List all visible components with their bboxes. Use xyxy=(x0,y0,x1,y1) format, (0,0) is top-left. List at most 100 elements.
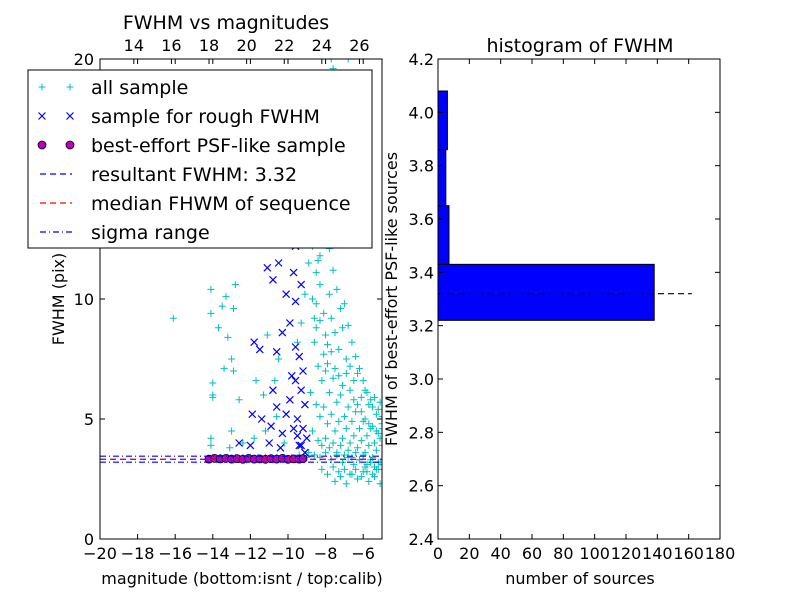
data-point xyxy=(335,417,343,425)
data-point xyxy=(276,443,285,452)
data-point xyxy=(235,439,244,447)
data-point xyxy=(344,321,352,329)
data-point xyxy=(350,396,358,404)
legend-entry: sigma range xyxy=(40,222,210,244)
data-point xyxy=(331,427,339,435)
legend-marker xyxy=(38,112,46,120)
histogram-bar xyxy=(437,90,448,151)
legend-marker xyxy=(66,83,74,91)
data-point xyxy=(327,59,335,63)
data-point xyxy=(278,328,287,337)
x-tick-label: −6 xyxy=(351,544,375,563)
data-point xyxy=(229,305,237,313)
data-point xyxy=(209,379,217,387)
data-point xyxy=(255,345,264,354)
data-point xyxy=(310,314,318,322)
scatter-title: FWHM vs magnitudes xyxy=(123,12,329,34)
legend-marker xyxy=(37,140,47,150)
data-point xyxy=(271,377,279,385)
data-point xyxy=(327,314,335,322)
y-tick-label: 0 xyxy=(84,530,94,549)
legend-marker xyxy=(66,112,74,120)
data-point xyxy=(307,389,315,397)
data-point xyxy=(312,401,320,409)
data-point xyxy=(331,365,339,373)
data-point xyxy=(295,441,304,450)
data-point xyxy=(331,329,339,337)
data-point xyxy=(376,434,382,442)
data-point xyxy=(289,268,298,277)
data-point xyxy=(301,290,309,298)
data-point xyxy=(269,275,277,284)
data-point xyxy=(357,473,365,481)
legend-entry: median FHWM of sequence xyxy=(40,193,351,215)
data-point xyxy=(320,350,328,358)
data-point xyxy=(261,427,269,435)
legend-box xyxy=(27,69,373,249)
data-point xyxy=(333,398,341,406)
data-point xyxy=(314,437,322,445)
data-point xyxy=(235,396,243,404)
data-point xyxy=(325,389,333,397)
top-tick-label: 16 xyxy=(161,36,181,55)
data-point xyxy=(361,415,369,423)
data-point xyxy=(299,424,307,433)
data-point xyxy=(298,454,308,464)
data-point xyxy=(363,432,371,440)
data-point xyxy=(354,475,362,483)
x-tick-label: −12 xyxy=(234,544,268,563)
x-tick-label: 40 xyxy=(490,544,510,563)
data-point xyxy=(282,290,291,299)
data-point xyxy=(322,367,330,375)
data-point xyxy=(224,333,232,341)
data-point xyxy=(231,281,239,289)
y-tick-label: 3.4 xyxy=(409,263,434,282)
data-point xyxy=(316,453,324,461)
data-point xyxy=(300,400,309,409)
data-point xyxy=(365,477,373,485)
x-tick-label: −8 xyxy=(314,544,338,563)
data-point xyxy=(297,319,305,327)
data-point xyxy=(372,446,380,454)
data-point xyxy=(252,377,260,385)
data-point xyxy=(355,425,363,433)
data-point xyxy=(350,432,358,440)
x-tick-label: −18 xyxy=(121,544,155,563)
data-point xyxy=(275,355,283,363)
legend-entry: all sample xyxy=(38,77,188,99)
data-point xyxy=(248,410,257,419)
data-point xyxy=(352,465,360,473)
data-point xyxy=(369,470,377,478)
x-tick-label: 80 xyxy=(553,544,573,563)
data-point xyxy=(359,451,367,459)
data-point xyxy=(322,331,330,339)
data-point xyxy=(344,446,352,454)
data-point xyxy=(374,465,382,473)
data-point xyxy=(312,269,320,277)
y-tick-label: 10 xyxy=(74,290,94,309)
data-point xyxy=(327,410,335,418)
data-point xyxy=(363,389,371,397)
data-point xyxy=(272,403,281,411)
histogram-title: histogram of FWHM xyxy=(486,35,673,57)
x-tick-label: 0 xyxy=(433,544,443,563)
data-point xyxy=(299,367,307,375)
x-tick-label: 160 xyxy=(673,544,704,563)
y-tick-label: 2.6 xyxy=(409,477,434,496)
data-point xyxy=(316,317,324,325)
series-2 xyxy=(204,453,308,464)
data-point xyxy=(220,365,228,373)
data-point xyxy=(318,377,326,385)
data-point xyxy=(272,347,281,356)
data-point xyxy=(297,280,306,289)
data-point xyxy=(339,381,347,389)
data-point xyxy=(318,441,326,449)
data-point xyxy=(295,352,304,361)
data-point xyxy=(348,338,356,346)
data-point xyxy=(282,410,291,419)
data-point xyxy=(291,343,300,351)
data-point xyxy=(378,461,382,469)
legend-marker xyxy=(65,140,75,150)
y-tick-label: 2.4 xyxy=(409,530,434,549)
x-tick-label: −14 xyxy=(196,544,230,563)
